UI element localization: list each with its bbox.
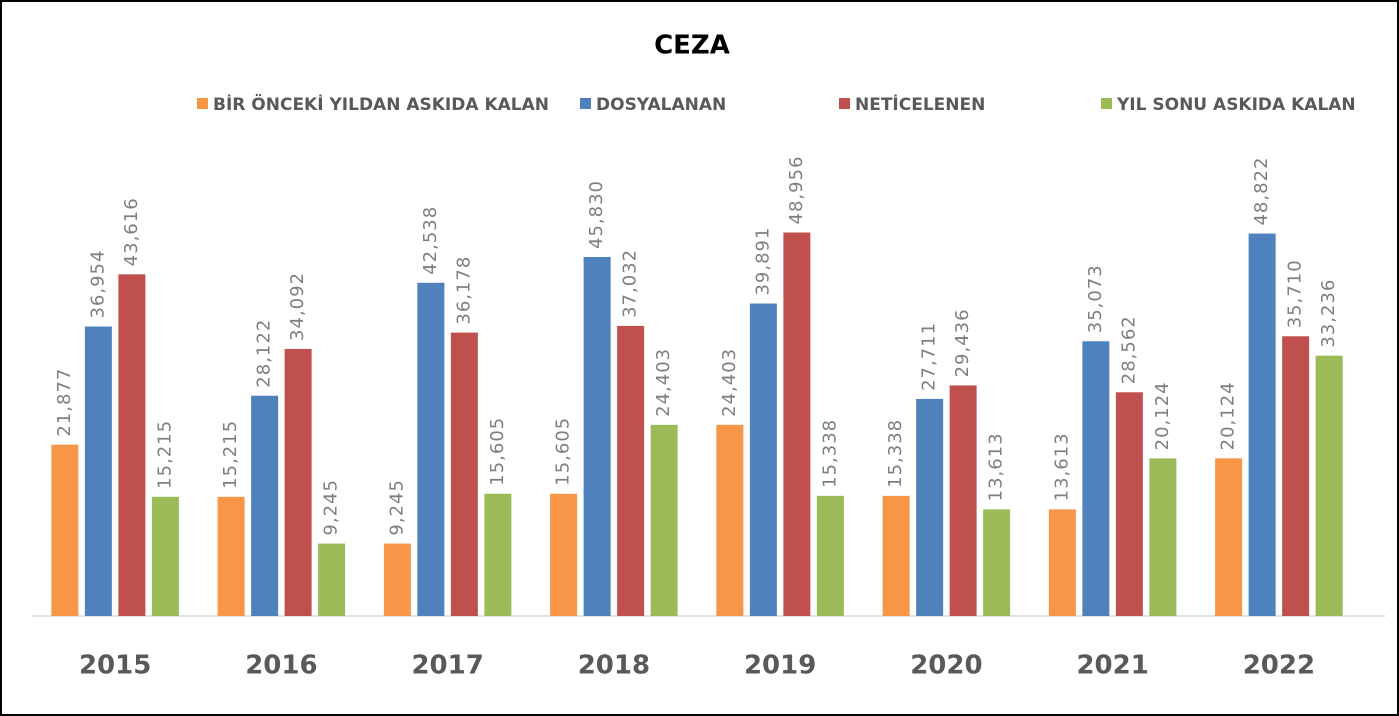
bar — [716, 424, 744, 616]
value-label: 39,891 — [752, 227, 773, 296]
value-label: 20,124 — [1218, 381, 1239, 450]
value-label: 28,122 — [254, 319, 275, 388]
value-label: 45,830 — [586, 180, 607, 249]
bar — [949, 385, 977, 616]
value-label: 27,711 — [919, 322, 940, 391]
value-label: 21,877 — [54, 368, 75, 437]
value-label: 24,403 — [719, 348, 740, 417]
bar — [318, 543, 346, 616]
bar — [583, 256, 611, 616]
x-tick-label: 2021 — [1076, 651, 1148, 681]
value-label: 15,338 — [819, 419, 840, 488]
value-label: 9,245 — [386, 479, 407, 536]
bar — [1048, 509, 1076, 616]
bar — [383, 543, 411, 616]
bar — [1315, 355, 1343, 616]
bar — [1282, 336, 1310, 616]
legend-swatch — [580, 98, 591, 109]
bar — [84, 326, 112, 616]
value-label: 13,613 — [986, 432, 1007, 501]
value-label: 42,538 — [420, 206, 441, 275]
bar — [783, 232, 811, 616]
value-label: 28,562 — [1118, 315, 1139, 384]
value-label: 34,092 — [287, 272, 308, 341]
x-tick-label: 2022 — [1243, 651, 1315, 681]
value-label: 35,073 — [1085, 264, 1106, 333]
bar — [650, 424, 678, 616]
value-label: 48,822 — [1251, 157, 1272, 226]
bar — [749, 303, 777, 616]
bar — [118, 274, 146, 616]
x-tick-label: 2020 — [910, 651, 982, 681]
bar — [1248, 233, 1276, 616]
value-label: 20,124 — [1152, 381, 1173, 450]
bar — [284, 348, 312, 616]
bar — [417, 282, 445, 616]
bar — [916, 398, 944, 616]
bar — [983, 509, 1011, 616]
bar — [51, 444, 79, 616]
bar — [484, 493, 512, 616]
value-label: 9,245 — [321, 479, 342, 536]
value-label: 29,436 — [952, 308, 973, 377]
value-label: 13,613 — [1051, 432, 1072, 501]
legend-swatch — [197, 98, 208, 109]
value-label: 15,605 — [487, 417, 508, 486]
x-tick-label: 2019 — [744, 651, 816, 681]
bar — [1215, 458, 1243, 616]
value-label: 33,236 — [1318, 279, 1339, 348]
legend-swatch — [1101, 98, 1112, 109]
bar — [550, 493, 578, 616]
bar — [617, 325, 645, 616]
legend-label: YIL SONU ASKIDA KALAN — [1116, 95, 1356, 115]
value-label: 43,616 — [121, 197, 142, 266]
bar — [1082, 341, 1110, 616]
x-tick-label: 2018 — [578, 651, 650, 681]
bar — [251, 395, 279, 616]
x-tick-label: 2016 — [245, 651, 317, 681]
bar — [151, 496, 179, 616]
value-label: 24,403 — [653, 348, 674, 417]
legend-label: DOSYALANAN — [596, 95, 726, 115]
legend-label: NETİCELENEN — [855, 93, 985, 115]
value-label: 37,032 — [620, 249, 641, 318]
bar — [1149, 458, 1177, 616]
bar — [1115, 392, 1143, 616]
value-label: 15,605 — [553, 417, 574, 486]
bar — [217, 496, 245, 616]
bar — [816, 495, 844, 616]
bar — [882, 495, 910, 616]
x-tick-label: 2017 — [411, 651, 483, 681]
value-label: 15,215 — [154, 420, 175, 489]
chart-title: CEZA — [654, 31, 730, 61]
value-label: 36,178 — [453, 256, 474, 325]
legend-label: BİR ÖNCEKİ YILDAN ASKIDA KALAN — [213, 93, 549, 115]
value-label: 15,338 — [885, 419, 906, 488]
legend-swatch — [839, 98, 850, 109]
value-label: 36,954 — [87, 250, 108, 319]
value-label: 15,215 — [220, 420, 241, 489]
x-tick-label: 2015 — [79, 651, 151, 681]
value-label: 48,956 — [786, 156, 807, 225]
bar — [450, 332, 478, 616]
value-label: 35,710 — [1285, 259, 1306, 328]
